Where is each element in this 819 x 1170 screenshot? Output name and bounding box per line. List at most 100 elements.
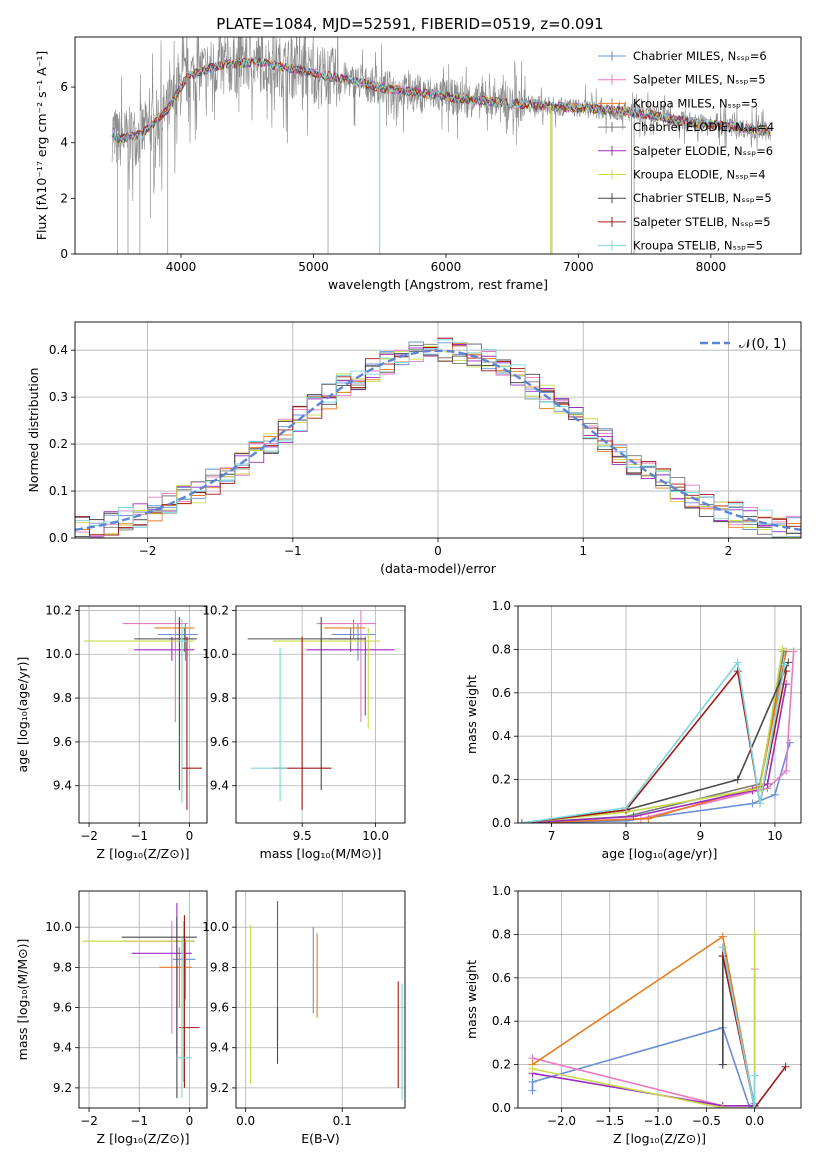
- errorbar-point: [124, 921, 187, 1034]
- x-axis-label: Z [log₁₀(Z/Z⊙)]: [97, 1131, 190, 1146]
- x-tick-label: −0.5: [692, 1114, 721, 1128]
- legend-entry: Salpeter STELIB, Nₛₛₚ=5: [633, 215, 771, 229]
- weight-marker: [528, 1086, 537, 1095]
- x-tick-label: 0: [434, 544, 442, 558]
- weight-marker: [733, 775, 742, 784]
- x-axis-label: Z [log₁₀(Z/Z⊙)]: [97, 846, 190, 861]
- weight-marker: [750, 1104, 759, 1108]
- weight-line-7: [521, 662, 790, 823]
- panel-mass-vs-Z: −2 −1 0 9.2 9.4 9.6 9.8 10.0 Z [log₁₀(Z/Z⊙)] mass…: [15, 890, 208, 1146]
- y-tick-label: 0.3: [49, 390, 68, 404]
- weight-marker: [781, 1062, 790, 1071]
- y-tick-label: 4: [60, 136, 68, 150]
- plot-area: [79, 891, 207, 1108]
- y-tick-label: 9.6: [210, 735, 229, 749]
- axes-frame: [235, 890, 406, 1109]
- errorbar-point: [83, 921, 194, 1082]
- errorbar-point: [324, 619, 366, 639]
- errorbar-point: [247, 616, 366, 791]
- x-tick-label: 4000: [166, 260, 197, 274]
- weight-line-3: [532, 935, 756, 1108]
- plot-area: [75, 322, 801, 538]
- errorbar-point: [176, 937, 192, 1098]
- legend-entry: Chabrier MILES, Nₛₛₚ=6: [633, 49, 767, 63]
- errorbar-point: [157, 623, 198, 661]
- y-tick-label: 10.0: [45, 920, 72, 934]
- y-tick-label: 9.4: [210, 1041, 229, 1055]
- x-tick-label: 8000: [696, 260, 727, 274]
- weight-marker: [718, 1060, 727, 1069]
- panel-age-vs-Z: −2 −1 0 9.4 9.6 9.8 10.0 10.2 Z [log₁₀(Z/Z⊙)] age…: [15, 603, 208, 861]
- model-spectrum-9: [111, 57, 771, 145]
- x-tick-label: −2: [80, 1114, 98, 1128]
- y-tick-label: 0.1: [49, 484, 68, 498]
- plot-area: [111, 37, 771, 254]
- errorbar-point: [179, 915, 200, 1088]
- histogram-9: [75, 339, 801, 538]
- y-axis-label: Flux [fλ10⁻¹⁷ erg cm⁻² s⁻¹ A⁻¹]: [34, 51, 49, 240]
- weight-marker: [518, 819, 526, 823]
- panel-residuals: −2 −1 0 1 2 0.0 0.1 0.2 0.3 0.4 (data-model)/error…: [26, 321, 802, 576]
- weight-marker: [789, 647, 798, 656]
- y-tick-label: 0.2: [492, 1058, 511, 1072]
- x-tick-label: −2: [80, 829, 98, 843]
- x-tick-label: 0: [186, 829, 194, 843]
- errorbar-point: [176, 619, 187, 804]
- model-spectrum-7: [111, 56, 771, 144]
- y-tick-label: 0.0: [492, 816, 511, 830]
- x-tick-label: −1: [130, 829, 148, 843]
- plot-area: [79, 606, 207, 823]
- weight-marker: [718, 1104, 727, 1108]
- x-tick-label: 7000: [563, 260, 594, 274]
- axes-frame: [517, 890, 802, 1109]
- y-tick-label: 0.4: [492, 729, 511, 743]
- legend-entry: Chabrier ELODIE, Nₛₛₚ=4: [633, 120, 774, 134]
- x-tick-label: 10.0: [362, 829, 389, 843]
- y-tick-label: 9.2: [53, 1081, 72, 1095]
- x-tick-label: 0.1: [333, 1114, 352, 1128]
- weight-marker: [528, 1064, 537, 1073]
- axes-frame: [235, 605, 406, 824]
- gaussian-curve: [75, 349, 801, 531]
- weight-line-8: [521, 669, 787, 823]
- y-tick-label: 9.8: [53, 691, 72, 705]
- errorbar-point: [134, 616, 197, 791]
- legend-entry: 𝒩(0, 1): [739, 337, 786, 352]
- chart-title: PLATE=1084, MJD=52591, FIBERID=0519, z=0…: [216, 15, 603, 33]
- weight-marker: [733, 658, 742, 667]
- x-tick-label: 9.5: [293, 829, 312, 843]
- plot-area: [518, 891, 801, 1108]
- x-tick-label: −2.0: [547, 1114, 576, 1128]
- y-tick-label: 0: [60, 247, 68, 261]
- weight-line-6: [532, 934, 756, 1108]
- plot-area: [236, 606, 405, 823]
- y-tick-label: 0.2: [492, 773, 511, 787]
- y-tick-label: 0.8: [492, 927, 511, 941]
- y-tick-label: 1.0: [492, 599, 511, 613]
- weight-marker: [718, 952, 727, 961]
- y-axis-label: mass [log₁₀(M/M⊙)]: [15, 939, 30, 1061]
- weight-marker: [528, 1077, 537, 1086]
- y-tick-label: 9.6: [210, 1001, 229, 1015]
- x-tick-label: 10: [767, 829, 782, 843]
- weight-marker: [763, 779, 772, 788]
- y-tick-label: 0.4: [49, 343, 68, 357]
- y-tick-label: 0.2: [49, 437, 68, 451]
- y-tick-label: 0.4: [492, 1014, 511, 1028]
- y-axis-label: mass weight: [464, 960, 479, 1039]
- weight-line-9: [521, 660, 786, 823]
- x-axis-label: mass [log₁₀(M/M⊙)]: [260, 846, 382, 861]
- y-tick-label: 2: [60, 191, 68, 205]
- errorbar-point: [154, 619, 195, 639]
- axes-frame: [74, 321, 802, 539]
- x-axis-label: wavelength [Angstrom, rest frame]: [328, 277, 548, 292]
- panel-weight-vs-Z: −2.0 −1.5 −1.0 −0.5 0.0 0.0 0.2 0.4 0.6 0.8 1.0 Z […: [464, 884, 802, 1146]
- weight-line-5: [532, 1072, 755, 1107]
- weight-marker: [644, 814, 653, 823]
- x-axis-label: E(B-V): [301, 1131, 340, 1146]
- x-axis-label: Z [log₁₀(Z/Z⊙)]: [613, 1131, 706, 1146]
- weight-marker: [621, 803, 630, 812]
- legend-entry: Salpeter MILES, Nₛₛₚ=5: [633, 73, 766, 87]
- x-tick-label: 0: [186, 1114, 194, 1128]
